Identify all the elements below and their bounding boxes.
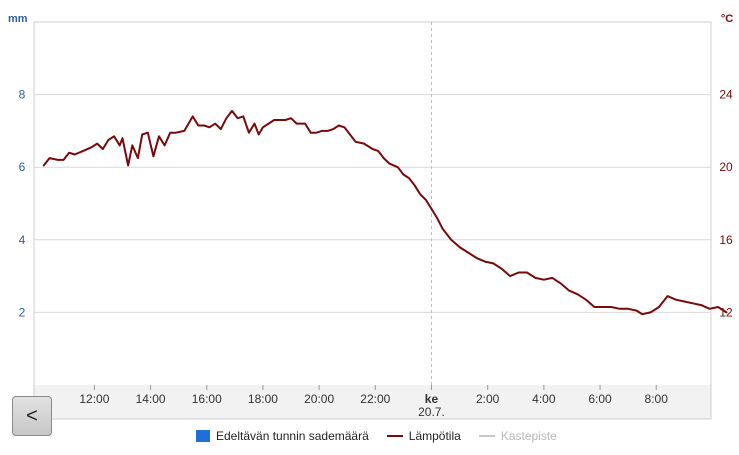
legend-label: Kastepiste	[500, 429, 557, 443]
x-tick-label: 8:00	[645, 392, 669, 406]
left-axis-tick-label: 4	[19, 233, 26, 247]
left-axis-tick-label: 8	[19, 88, 26, 102]
legend: Edeltävän tunnin sademäärä Lämpötila Kaste…	[196, 428, 575, 444]
left-axis: mm 2 4 6 8	[8, 13, 28, 319]
left-axis-tick-label: 6	[19, 160, 26, 174]
legend-item[interactable]: Kastepiste	[478, 429, 557, 443]
x-tick-label: 2:00	[476, 392, 500, 406]
legend-swatch	[386, 435, 403, 437]
x-tick-label: 18:00	[248, 392, 278, 406]
x-tick-label: 4:00	[532, 392, 556, 406]
x-tick-sublabel: 20.7.	[418, 405, 445, 419]
xaxis-band	[34, 385, 711, 419]
right-axis-tick-label: 24	[719, 88, 733, 102]
right-axis-tick-label: 20	[719, 160, 733, 174]
left-axis-tick-label: 2	[19, 305, 26, 319]
x-tick-label: 14:00	[136, 392, 166, 406]
x-tick-label: ke	[425, 392, 439, 406]
grid-lines	[34, 94, 711, 313]
x-tick-label: 6:00	[588, 392, 612, 406]
x-tick-label: 12:00	[79, 392, 109, 406]
plot-frame	[33, 21, 712, 420]
legend-swatch	[478, 435, 495, 437]
legend-label: Edeltävän tunnin sademäärä	[216, 429, 369, 443]
left-axis-unit: mm	[8, 13, 28, 25]
legend-item[interactable]: Edeltävän tunnin sademäärä	[196, 429, 369, 443]
back-button[interactable]: <	[12, 396, 52, 436]
right-axis-tick-label: 16	[719, 233, 733, 247]
right-axis-unit: °C	[721, 13, 733, 25]
x-tick-label: 22:00	[360, 392, 390, 406]
series-layer	[42, 109, 728, 316]
legend-label: Lämpötila	[408, 429, 461, 443]
x-tick-label: 16:00	[192, 392, 222, 406]
x-tick-label: 20:00	[304, 392, 334, 406]
temperature-series-line	[42, 109, 728, 316]
legend-swatch	[196, 430, 210, 442]
legend-item[interactable]: Lämpötila	[386, 429, 461, 443]
